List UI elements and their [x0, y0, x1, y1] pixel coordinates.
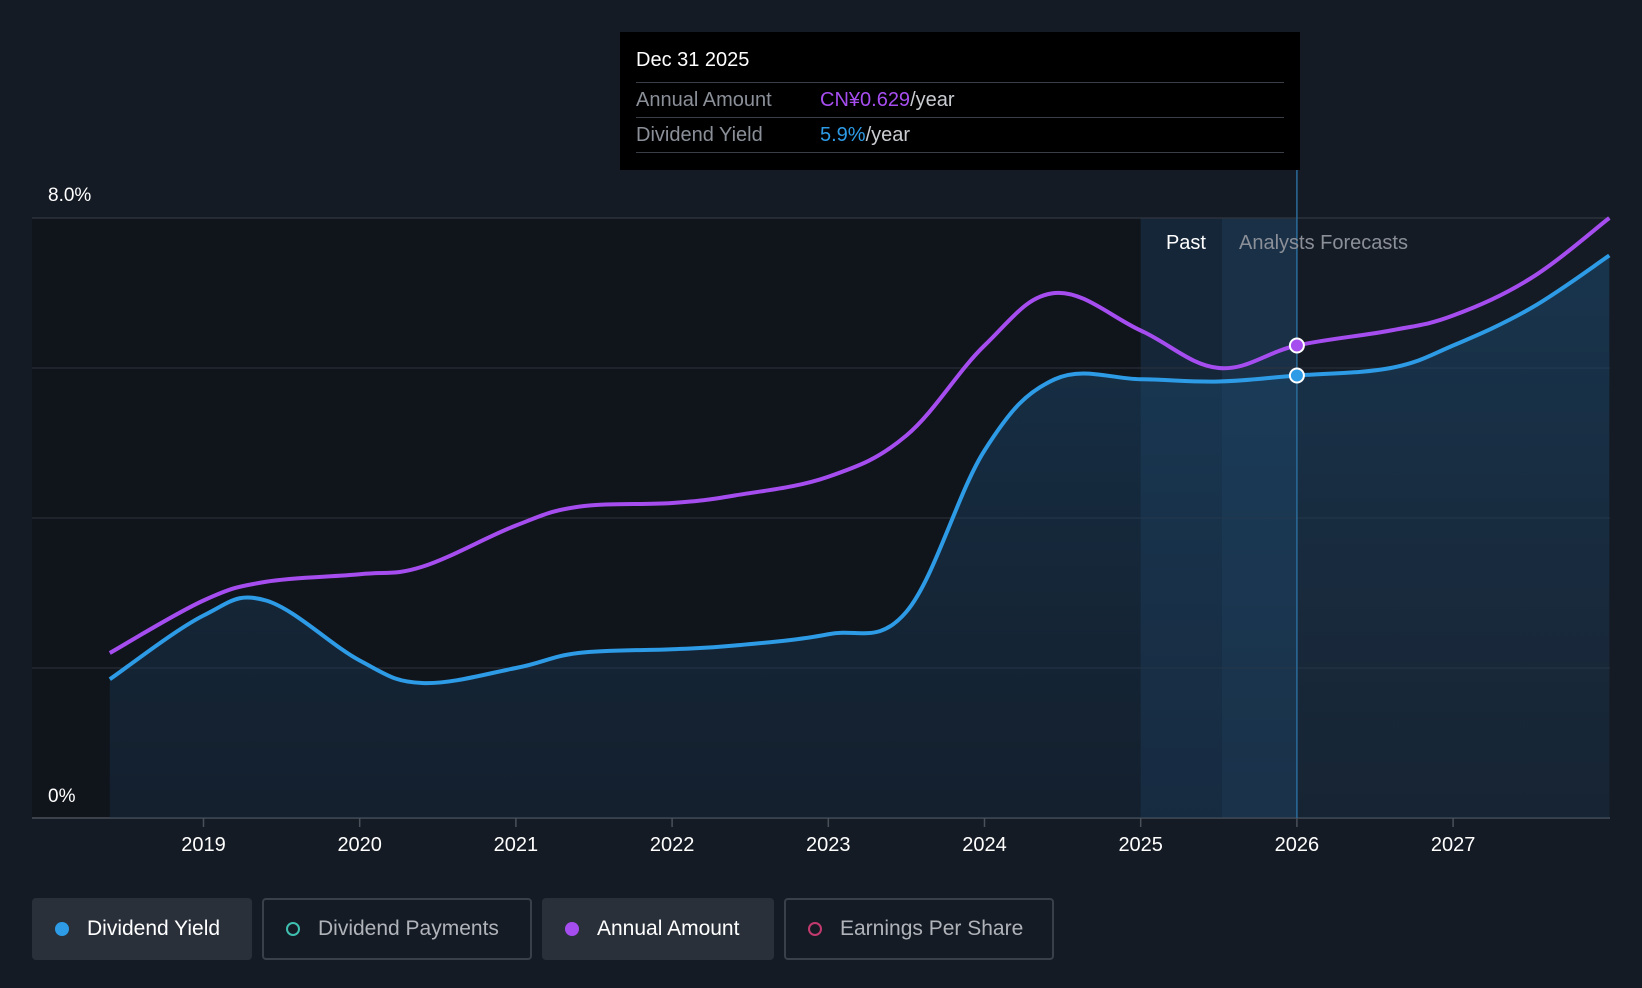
annual-amount-marker — [1288, 337, 1305, 354]
x-tick-label: 2020 — [337, 834, 382, 856]
tooltip-value: CN¥0.629 — [820, 89, 911, 111]
tooltip-row-dividend-yield: Dividend Yield 5.9% /year — [636, 118, 1284, 153]
legend-dividend-yield[interactable]: Dividend Yield — [32, 898, 252, 960]
tooltip: Dec 31 2025 Annual Amount CN¥0.629 /year… — [620, 32, 1300, 170]
dividend-yield-marker — [1288, 367, 1305, 384]
ring-icon — [808, 922, 822, 936]
past-region-label: Past — [1166, 232, 1206, 254]
legend-dividend-payments[interactable]: Dividend Payments — [262, 898, 532, 960]
x-tick-label: 2027 — [1431, 834, 1476, 856]
tooltip-value: 5.9% — [820, 124, 866, 146]
legend-label: Dividend Yield — [87, 917, 221, 940]
dot-icon — [55, 922, 69, 936]
dot-icon — [565, 922, 579, 936]
dividend-yield-line — [108, 253, 1611, 686]
legend-annual-amount[interactable]: Annual Amount — [542, 898, 774, 960]
legend-label: Annual Amount — [597, 917, 740, 940]
x-tick-label: 2026 — [1275, 834, 1320, 856]
tooltip-label: Dividend Yield — [636, 124, 763, 146]
legend-label: Dividend Payments — [318, 917, 499, 940]
legend-earnings-per-share[interactable]: Earnings Per Share — [784, 898, 1054, 960]
annual-amount-line — [108, 216, 1611, 655]
x-tick-label: 2023 — [806, 834, 851, 856]
tooltip-label: Annual Amount — [636, 89, 772, 111]
x-tick-label: 2025 — [1118, 834, 1163, 856]
ring-icon — [286, 922, 300, 936]
legend-label: Earnings Per Share — [840, 917, 1024, 940]
x-tick-label: 2019 — [181, 834, 226, 856]
y-axis-bottom-label: 0% — [48, 786, 76, 807]
tooltip-unit: /year — [910, 89, 955, 111]
tooltip-unit: /year — [865, 124, 911, 146]
legend: Dividend Yield Dividend Payments Annual … — [32, 898, 1054, 960]
dividend-yield-area — [109, 255, 1610, 818]
y-axis-top-label: 8.0% — [48, 185, 91, 206]
tooltip-date: Dec 31 2025 — [636, 46, 1284, 83]
x-tick-label: 2024 — [962, 834, 1007, 856]
tooltip-row-annual-amount: Annual Amount CN¥0.629 /year — [636, 83, 1284, 118]
forecast-region-label: Analysts Forecasts — [1239, 232, 1408, 254]
x-tick-label: 2022 — [650, 834, 695, 856]
x-tick-label: 2021 — [494, 834, 539, 856]
